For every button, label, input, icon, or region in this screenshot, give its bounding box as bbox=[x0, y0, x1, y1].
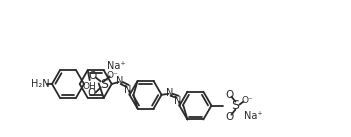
Text: N: N bbox=[174, 96, 181, 106]
Text: N: N bbox=[166, 88, 173, 98]
Text: O⁻: O⁻ bbox=[241, 96, 253, 105]
Text: S: S bbox=[100, 78, 108, 91]
Text: Na⁺: Na⁺ bbox=[107, 62, 126, 72]
Text: O⁻: O⁻ bbox=[107, 71, 119, 80]
Text: OH: OH bbox=[83, 82, 97, 91]
Text: S: S bbox=[231, 99, 239, 112]
Text: N: N bbox=[116, 76, 124, 86]
Text: O: O bbox=[88, 89, 96, 99]
Text: Na⁺: Na⁺ bbox=[244, 111, 263, 121]
Text: O: O bbox=[225, 112, 233, 122]
Text: N: N bbox=[124, 85, 131, 95]
Text: O: O bbox=[225, 90, 233, 100]
Text: O: O bbox=[88, 72, 97, 82]
Text: H₂N: H₂N bbox=[31, 79, 49, 89]
